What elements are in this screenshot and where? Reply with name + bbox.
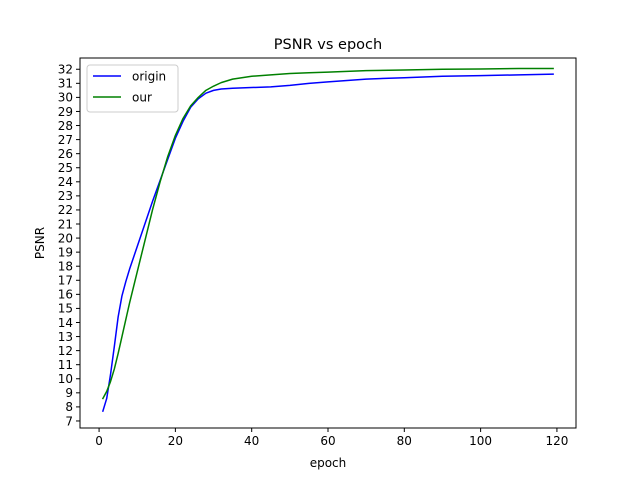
- y-tick-label: 7: [65, 414, 73, 428]
- y-tick-label: 24: [58, 175, 73, 189]
- y-tick-label: 12: [58, 344, 73, 358]
- y-ticks: 7891011121314151617181920212223242526272…: [58, 63, 80, 428]
- y-tick-label: 15: [58, 302, 73, 316]
- y-tick-label: 9: [65, 386, 73, 400]
- legend: origin our: [86, 64, 179, 113]
- y-tick-label: 27: [58, 133, 73, 147]
- y-tick-label: 32: [58, 63, 73, 77]
- x-tick-label: 60: [320, 434, 335, 448]
- x-tick-label: 100: [469, 434, 492, 448]
- y-tick-label: 31: [58, 77, 73, 91]
- y-tick-label: 26: [58, 147, 73, 161]
- series-line-origin: [101, 73, 554, 413]
- x-tick-label: 40: [244, 434, 259, 448]
- y-tick-label: 10: [58, 372, 73, 386]
- y-tick-label: 13: [58, 330, 73, 344]
- y-tick-label: 14: [58, 316, 73, 330]
- y-axis-label: PSNR: [33, 227, 47, 259]
- chart-title: PSNR vs epoch: [274, 37, 382, 53]
- y-tick-label: 16: [58, 288, 73, 302]
- y-tick-label: 23: [58, 189, 73, 203]
- y-tick-label: 18: [58, 260, 73, 274]
- legend-label-our: our: [132, 91, 152, 105]
- series-layer: [101, 67, 554, 413]
- x-tick-label: 120: [545, 434, 568, 448]
- y-tick-label: 22: [58, 203, 73, 217]
- x-ticks: 0 20 40 60 80 100 120: [95, 428, 568, 448]
- y-tick-label: 21: [58, 217, 73, 231]
- y-tick-label: 30: [58, 91, 73, 105]
- y-tick-label: 8: [65, 400, 73, 414]
- x-tick-label: 20: [168, 434, 183, 448]
- x-tick-label: 80: [397, 434, 412, 448]
- y-tick-label: 29: [58, 105, 73, 119]
- series-line-our: [101, 67, 554, 400]
- y-tick-label: 11: [58, 358, 73, 372]
- axes-frame: [79, 57, 577, 429]
- x-axis-label: epoch: [310, 456, 347, 470]
- legend-label-origin: origin: [132, 70, 166, 84]
- y-tick-label: 17: [58, 274, 73, 288]
- y-tick-label: 28: [58, 119, 73, 133]
- y-tick-label: 25: [58, 161, 73, 175]
- y-tick-label: 20: [58, 231, 73, 245]
- x-tick-label: 0: [95, 434, 103, 448]
- y-tick-label: 19: [58, 245, 73, 259]
